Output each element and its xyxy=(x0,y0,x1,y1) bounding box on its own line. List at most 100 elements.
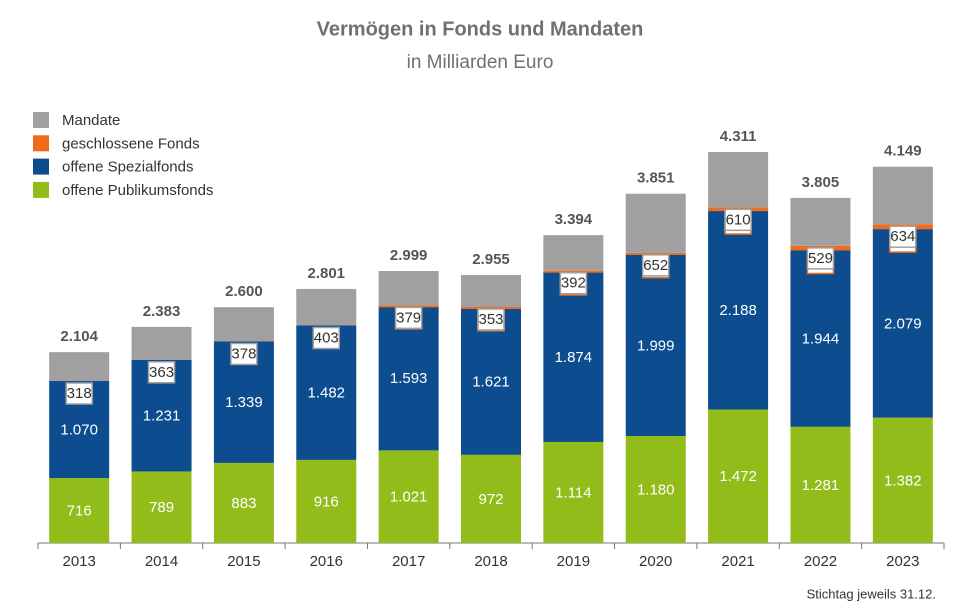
value-label: 378 xyxy=(231,345,256,362)
x-tick-label: 2022 xyxy=(804,553,837,570)
total-label: 4.149 xyxy=(884,143,922,160)
chart-subtitle: in Milliarden Euro xyxy=(407,52,554,73)
x-tick-label: 2018 xyxy=(474,553,507,570)
bar-segment xyxy=(461,307,521,310)
total-label: 2.999 xyxy=(390,247,428,264)
value-label: 1.944 xyxy=(802,331,840,348)
value-label-box xyxy=(559,271,588,295)
value-label: 392 xyxy=(561,275,586,292)
bar-segment xyxy=(790,197,851,246)
value-label-box xyxy=(477,308,505,331)
x-tick-label: 2015 xyxy=(227,553,260,570)
value-label: 634 xyxy=(890,228,915,245)
value-label: 1.382 xyxy=(884,472,922,489)
value-label: 789 xyxy=(149,499,174,516)
bar-segment xyxy=(378,305,439,451)
total-label: 2.955 xyxy=(472,251,510,268)
legend-swatch xyxy=(33,158,49,175)
chart-title: Vermögen in Fonds und Mandaten xyxy=(317,18,644,40)
value-label: 1.180 xyxy=(637,481,675,498)
note: Stichtag jeweils 31.12. xyxy=(807,586,936,601)
legend-label: geschlossene Fonds xyxy=(62,135,200,152)
bar-segment xyxy=(213,307,274,342)
value-label: 403 xyxy=(314,329,339,346)
bar-segment xyxy=(625,252,686,255)
value-label: 379 xyxy=(396,309,421,326)
bar-segment xyxy=(378,305,439,308)
total-label: 3.805 xyxy=(802,174,840,191)
bar-segment xyxy=(131,471,192,543)
total-label: 3.394 xyxy=(555,211,593,228)
value-label: 1.231 xyxy=(143,408,181,425)
value-label: 1.593 xyxy=(390,370,428,387)
bar-segment xyxy=(296,459,357,543)
bar-segment xyxy=(131,326,192,360)
bar-segment xyxy=(708,152,769,208)
legend-label: offene Publikumsfonds xyxy=(62,182,214,199)
value-label-box xyxy=(65,382,93,405)
bar-segment xyxy=(461,274,521,308)
x-tick-label: 2014 xyxy=(145,553,178,570)
value-label: 652 xyxy=(643,257,668,274)
bar-segment xyxy=(49,352,110,382)
value-label-box xyxy=(394,306,423,330)
x-tick-label: 2019 xyxy=(557,553,590,570)
value-label: 716 xyxy=(67,502,92,519)
value-label: 1.999 xyxy=(637,337,675,354)
legend-swatch xyxy=(33,135,49,152)
total-label: 3.851 xyxy=(637,170,675,187)
value-label: 610 xyxy=(726,211,751,228)
value-label: 1.874 xyxy=(555,349,593,366)
bar-segment xyxy=(872,417,933,543)
legend-swatch xyxy=(33,112,49,128)
bar-segment xyxy=(790,426,851,543)
value-label: 1.281 xyxy=(802,477,840,494)
bar-segment xyxy=(378,270,439,306)
bar-segment xyxy=(708,211,769,410)
value-label-box xyxy=(312,326,341,350)
value-label-box xyxy=(230,342,258,366)
bar-segment xyxy=(461,307,521,455)
bar-segment xyxy=(872,166,933,225)
bar-segment xyxy=(708,409,769,543)
bar-segment xyxy=(213,462,274,543)
value-label: 529 xyxy=(808,250,833,267)
x-tick-label: 2020 xyxy=(639,553,672,570)
bar-segment xyxy=(625,193,686,253)
bar-segment xyxy=(461,454,521,543)
x-tick-label: 2017 xyxy=(392,553,425,570)
bar-segment xyxy=(543,271,604,442)
x-tick-label: 2013 xyxy=(62,553,95,570)
legend-label: Mandate xyxy=(62,112,120,129)
total-label: 2.383 xyxy=(143,303,181,320)
value-label-box xyxy=(147,361,176,384)
total-label: 2.104 xyxy=(60,328,98,345)
value-label-box xyxy=(806,247,835,270)
bar-segment xyxy=(543,235,604,271)
value-label: 2.188 xyxy=(719,302,757,319)
value-label-box xyxy=(889,225,917,248)
legend-swatch xyxy=(33,181,49,198)
bar-segment xyxy=(378,450,439,543)
value-label: 972 xyxy=(478,491,503,508)
x-tick-label: 2023 xyxy=(886,553,919,570)
bar-segment xyxy=(543,270,604,273)
bar-segment xyxy=(872,229,933,418)
bar-segment xyxy=(49,478,110,543)
legend-label: offene Spezialfonds xyxy=(62,159,194,176)
value-label: 318 xyxy=(67,385,92,402)
value-label: 1.021 xyxy=(390,489,428,506)
x-tick-label: 2021 xyxy=(721,553,754,570)
value-label: 1.472 xyxy=(719,468,757,485)
value-label: 1.621 xyxy=(472,373,510,390)
bar-segment xyxy=(625,254,686,436)
bar-segment xyxy=(296,288,357,326)
bar-segment xyxy=(790,250,851,427)
value-label: 1.339 xyxy=(225,394,263,411)
value-label: 353 xyxy=(478,311,503,328)
bar-segment xyxy=(543,441,604,543)
value-label: 1.070 xyxy=(60,422,98,439)
value-label: 1.114 xyxy=(555,484,591,501)
total-label: 2.801 xyxy=(307,265,345,282)
